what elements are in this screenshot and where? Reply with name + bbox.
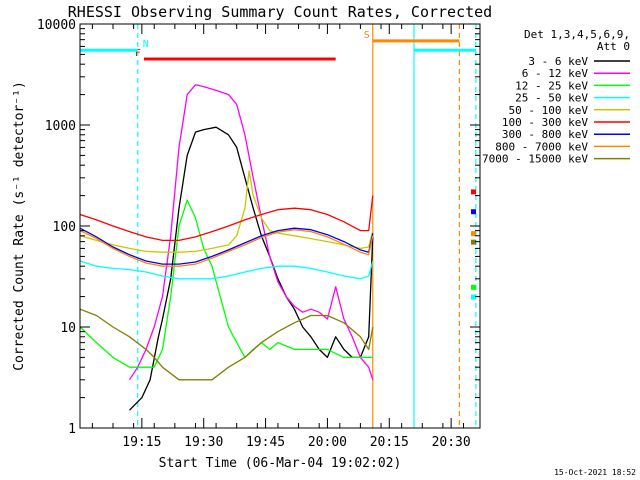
timestamp: 15-Oct-2021 18:52 — [554, 468, 636, 477]
annotation-bars: FN S — [80, 30, 476, 61]
y-axis-ticks: 1 10 100 1000 10000 — [37, 18, 480, 437]
series-line-4 — [79, 170, 374, 253]
series-line-7 — [79, 229, 374, 267]
series-line-0 — [129, 126, 374, 411]
legend-label-4: 50 - 100 keV — [509, 104, 589, 117]
y-axis-label: Corrected Count Rate (s⁻¹ detector⁻¹) — [12, 81, 27, 371]
right-mark-2 — [470, 231, 476, 237]
series-line-5 — [79, 195, 374, 242]
right-segment-marks — [470, 189, 476, 300]
y-tick-label-2: 100 — [53, 220, 76, 235]
x-axis-ticks: 19:15 19:30 19:45 20:00 20:15 20:30 — [91, 24, 471, 450]
legend-label-7: 800 - 7000 keV — [495, 140, 588, 153]
annotation-label-F: F — [135, 48, 141, 59]
legend-label-2: 12 - 25 keV — [515, 79, 588, 92]
annotation-label-N: N — [143, 39, 149, 50]
right-mark-1 — [470, 209, 476, 215]
legend-label-6: 300 - 800 keV — [502, 128, 588, 141]
y-tick-label-3: 1000 — [45, 119, 76, 134]
legend-header-line-1: Det 1,3,4,5,6,9, — [524, 28, 630, 41]
right-mark-3 — [470, 239, 476, 245]
legend-label-5: 100 - 300 keV — [502, 116, 588, 129]
x-tick-label-0: 19:15 — [122, 435, 161, 450]
right-mark-4 — [470, 284, 476, 290]
series-line-2 — [79, 199, 373, 368]
x-tick-label-4: 20:15 — [370, 435, 409, 450]
chart-title: RHESSI Observing Summary Count Rates, Co… — [68, 3, 492, 21]
series-line-8 — [79, 308, 374, 381]
legend-label-3: 25 - 50 keV — [515, 92, 588, 105]
y-tick-label-4: 10000 — [37, 18, 76, 33]
right-mark-5 — [470, 294, 476, 300]
vertical-markers — [137, 24, 477, 428]
x-tick-label-3: 20:00 — [308, 435, 347, 450]
legend-label-8: 7000 - 15000 keV — [482, 153, 588, 166]
x-tick-label-5: 20:30 — [432, 435, 471, 450]
x-tick-label-1: 19:30 — [184, 435, 223, 450]
legend-header-line-2: Att 0 — [597, 40, 630, 53]
y-tick-label-0: 1 — [68, 422, 76, 437]
x-axis-label: Start Time (06-Mar-04 19:02:02) — [159, 456, 402, 471]
series-line-1 — [128, 84, 374, 381]
series-line-6 — [79, 227, 374, 265]
legend-label-1: 6 - 12 keV — [522, 67, 589, 80]
y-tick-label-1: 10 — [60, 321, 76, 336]
annotation-label-S: S — [364, 30, 370, 41]
x-tick-label-2: 19:45 — [246, 435, 285, 450]
right-mark-0 — [470, 189, 476, 195]
legend-label-0: 3 - 6 keV — [528, 55, 588, 68]
series-line-3 — [79, 260, 374, 280]
series-lines — [79, 84, 374, 411]
